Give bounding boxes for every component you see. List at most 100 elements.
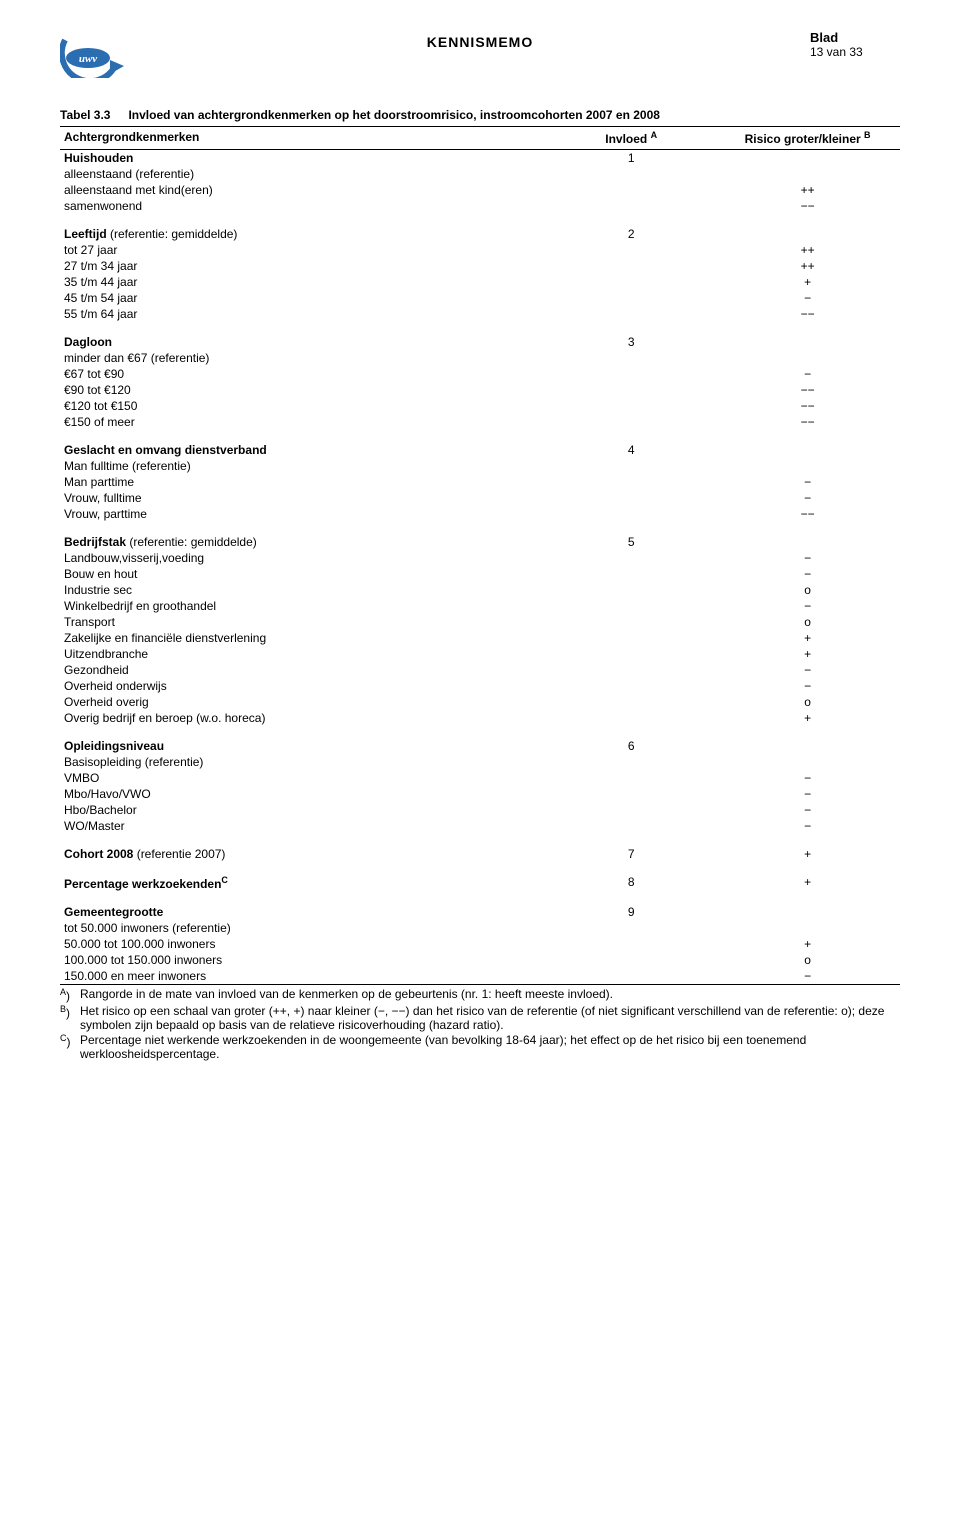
row-label: 150.000 en meer inwoners — [60, 968, 547, 985]
row-label: €150 of meer — [60, 414, 547, 430]
group-head-risk — [715, 534, 900, 550]
group-head-label: Gemeentegrootte — [60, 904, 547, 920]
row-risk — [715, 166, 900, 182]
row-label: Gezondheid — [60, 662, 547, 678]
table-row: WO/Master− — [60, 818, 900, 834]
row-label: Vrouw, fulltime — [60, 490, 547, 506]
table-row: Man fulltime (referentie) — [60, 458, 900, 474]
row-risk: −− — [715, 506, 900, 522]
row-risk: − — [715, 566, 900, 582]
table-row: Hbo/Bachelor− — [60, 802, 900, 818]
table-row: Man parttime− — [60, 474, 900, 490]
table-row: Vrouw, fulltime− — [60, 490, 900, 506]
table-row: Winkelbedrijf en groothandel − — [60, 598, 900, 614]
row-influence — [547, 166, 715, 182]
row-label: Man parttime — [60, 474, 547, 490]
table-row: Overheid overig o — [60, 694, 900, 710]
row-influence — [547, 506, 715, 522]
footnote: A)Rangorde in de mate van invloed van de… — [60, 987, 900, 1003]
col-header-risk: Risico groter/kleiner B — [715, 127, 900, 150]
row-risk: ++ — [715, 182, 900, 198]
row-label: Winkelbedrijf en groothandel — [60, 598, 547, 614]
table-row: Industrie seco — [60, 582, 900, 598]
table-row: 45 t/m 54 jaar− — [60, 290, 900, 306]
footnote-text: Het risico op een schaal van groter (++,… — [80, 1004, 900, 1032]
group-influence: 4 — [547, 442, 715, 458]
row-influence — [547, 274, 715, 290]
group-head-risk — [715, 738, 900, 754]
row-label: Zakelijke en financiële dienstverlening — [60, 630, 547, 646]
row-label: 100.000 tot 150.000 inwoners — [60, 952, 547, 968]
row-risk — [715, 920, 900, 936]
row-label: Overheid overig — [60, 694, 547, 710]
group-influence: 1 — [547, 150, 715, 167]
row-risk — [715, 754, 900, 770]
row-risk: − — [715, 802, 900, 818]
group-influence: 8 — [547, 874, 715, 892]
group-head-row: Geslacht en omvang dienstverband4 — [60, 442, 900, 458]
table-number: Tabel 3.3 — [60, 108, 110, 122]
row-risk: + — [715, 646, 900, 662]
row-influence — [547, 936, 715, 952]
group-head-risk: + — [715, 846, 900, 862]
doc-title: KENNISMEMO — [150, 30, 810, 50]
row-risk: o — [715, 694, 900, 710]
table-row: minder dan €67 (referentie) — [60, 350, 900, 366]
page: uwv KENNISMEMO Blad 13 van 33 Tabel 3.3 … — [0, 0, 960, 1102]
row-influence — [547, 614, 715, 630]
row-influence — [547, 662, 715, 678]
group-head-row: Bedrijfstak (referentie: gemiddelde)5 — [60, 534, 900, 550]
row-risk — [715, 458, 900, 474]
row-influence — [547, 754, 715, 770]
row-risk: + — [715, 274, 900, 290]
footnotes: A)Rangorde in de mate van invloed van de… — [60, 987, 900, 1061]
row-influence — [547, 198, 715, 214]
table-row: Gezondheid − — [60, 662, 900, 678]
svg-text:uwv: uwv — [79, 53, 97, 65]
main-table: Achtergrondkenmerken Invloed A Risico gr… — [60, 126, 900, 985]
group-head-risk — [715, 442, 900, 458]
row-influence — [547, 710, 715, 726]
row-risk: −− — [715, 414, 900, 430]
row-risk: − — [715, 598, 900, 614]
row-influence — [547, 550, 715, 566]
row-influence — [547, 818, 715, 834]
table-row: €120 tot €150 −− — [60, 398, 900, 414]
row-influence — [547, 770, 715, 786]
page-indicator: Blad 13 van 33 — [810, 30, 900, 59]
group-head-row: Opleidingsniveau6 — [60, 738, 900, 754]
spacer-row — [60, 892, 900, 904]
table-row: samenwonend−− — [60, 198, 900, 214]
row-risk: − — [715, 366, 900, 382]
spacer-row — [60, 214, 900, 226]
row-label: Man fulltime (referentie) — [60, 458, 547, 474]
row-risk: − — [715, 786, 900, 802]
row-risk: − — [715, 662, 900, 678]
group-head-label: Bedrijfstak (referentie: gemiddelde) — [60, 534, 547, 550]
group-head-risk — [715, 904, 900, 920]
row-risk: −− — [715, 198, 900, 214]
group-influence: 7 — [547, 846, 715, 862]
row-influence — [547, 582, 715, 598]
spacer-row — [60, 726, 900, 738]
row-influence — [547, 398, 715, 414]
group-head-row: Gemeentegrootte9 — [60, 904, 900, 920]
row-risk: −− — [715, 306, 900, 322]
footnote-mark: C) — [60, 1033, 80, 1049]
table-row: 100.000 tot 150.000 inwonerso — [60, 952, 900, 968]
group-head-label: Huishouden — [60, 150, 547, 167]
footnote-mark: B) — [60, 1004, 80, 1020]
row-label: WO/Master — [60, 818, 547, 834]
spacer-row — [60, 862, 900, 874]
group-influence: 3 — [547, 334, 715, 350]
group-head-label: Leeftijd (referentie: gemiddelde) — [60, 226, 547, 242]
row-influence — [547, 968, 715, 985]
table-row: Uitzendbranche+ — [60, 646, 900, 662]
row-label: €120 tot €150 — [60, 398, 547, 414]
group-head-label: Opleidingsniveau — [60, 738, 547, 754]
row-label: Bouw en hout — [60, 566, 547, 582]
table-row: Vrouw, parttime−− — [60, 506, 900, 522]
row-label: tot 50.000 inwoners (referentie) — [60, 920, 547, 936]
row-risk: −− — [715, 398, 900, 414]
row-influence — [547, 952, 715, 968]
